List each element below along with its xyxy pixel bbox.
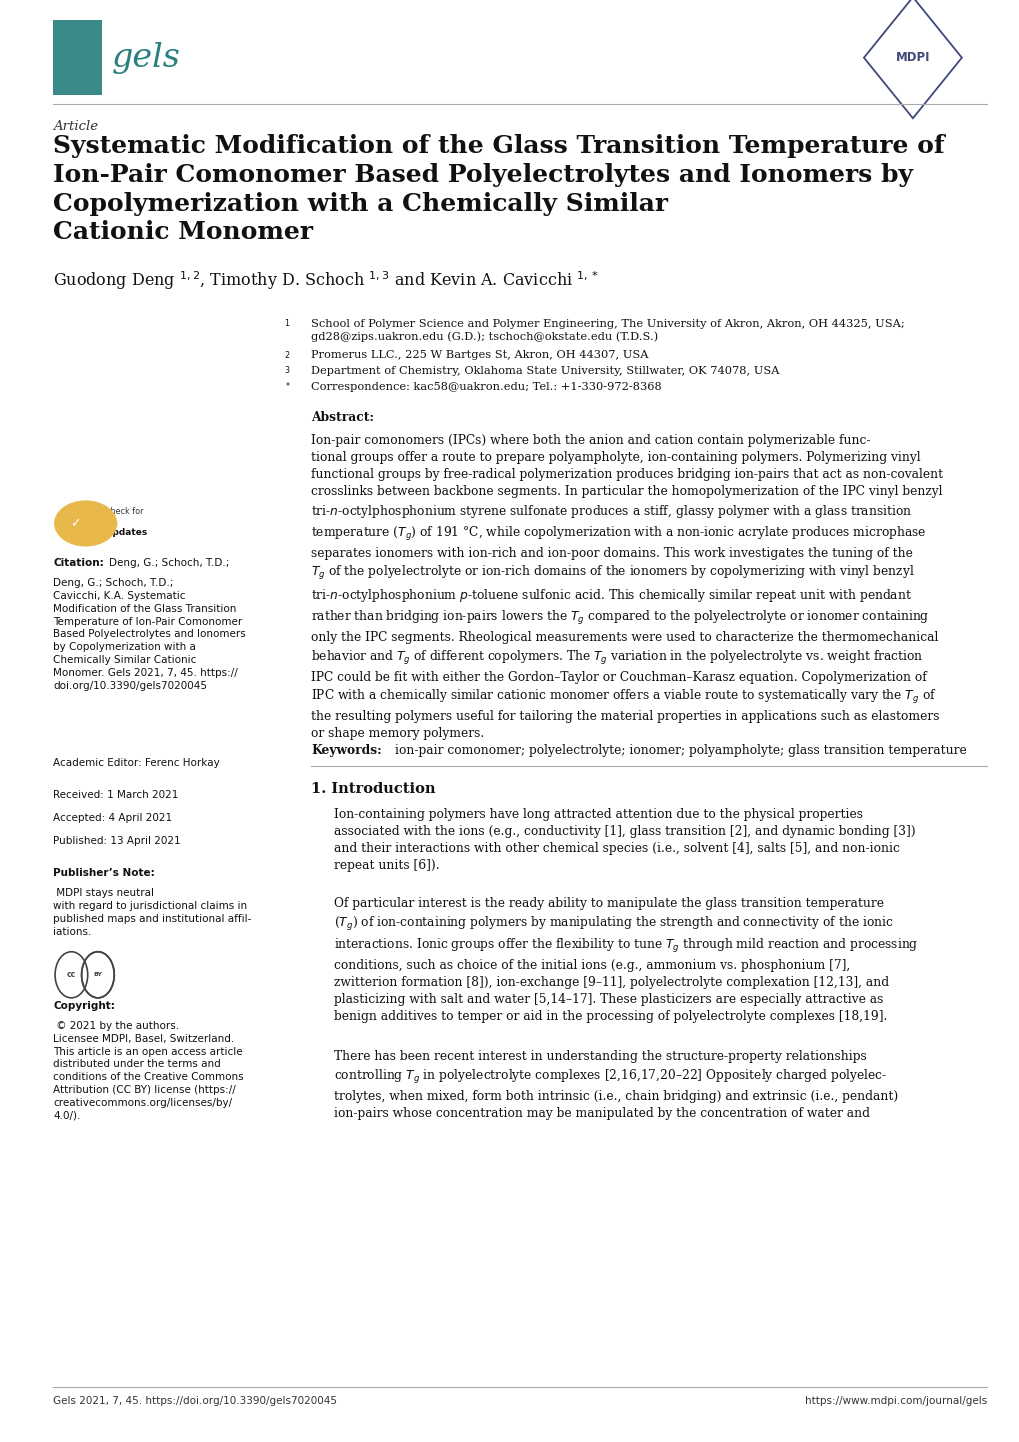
Text: Received: 1 March 2021: Received: 1 March 2021: [53, 790, 178, 800]
Text: $^2$: $^2$: [283, 350, 289, 360]
Text: Gels 2021, 7, 45. https://doi.org/10.3390/gels7020045: Gels 2021, 7, 45. https://doi.org/10.339…: [53, 1396, 336, 1406]
Text: 1. Introduction: 1. Introduction: [311, 782, 435, 796]
Text: Promerus LLC., 225 W Bartges St, Akron, OH 44307, USA: Promerus LLC., 225 W Bartges St, Akron, …: [311, 350, 648, 360]
Text: $^3$: $^3$: [283, 366, 289, 376]
Text: $^*$: $^*$: [283, 382, 290, 392]
Text: Citation:: Citation:: [53, 558, 104, 568]
Text: Article: Article: [53, 120, 98, 133]
Text: Keywords:: Keywords:: [311, 744, 381, 757]
Text: $^1$: $^1$: [283, 319, 289, 329]
Text: check for: check for: [106, 508, 144, 516]
Text: ion-pair comonomer; polyelectrolyte; ionomer; polyampholyte; glass transition te: ion-pair comonomer; polyelectrolyte; ion…: [394, 744, 966, 757]
Text: updates: updates: [106, 528, 147, 536]
Text: Academic Editor: Ferenc Horkay: Academic Editor: Ferenc Horkay: [53, 758, 219, 769]
Ellipse shape: [54, 500, 117, 547]
Text: MDPI: MDPI: [895, 50, 929, 65]
Text: Deng, G.; Schoch, T.D.;: Deng, G.; Schoch, T.D.;: [109, 558, 229, 568]
Text: Accepted: 4 April 2021: Accepted: 4 April 2021: [53, 813, 172, 823]
Text: © 2021 by the authors.
Licensee MDPI, Basel, Switzerland.
This article is an ope: © 2021 by the authors. Licensee MDPI, Ba…: [53, 1021, 244, 1120]
Text: Ion-containing polymers have long attracted attention due to the physical proper: Ion-containing polymers have long attrac…: [333, 808, 914, 871]
Text: Correspondence: kac58@uakron.edu; Tel.: +1-330-972-8368: Correspondence: kac58@uakron.edu; Tel.: …: [311, 382, 661, 392]
Text: Of particular interest is the ready ability to manipulate the glass transition t: Of particular interest is the ready abil…: [333, 897, 917, 1024]
Bar: [53, 20, 102, 95]
Text: Deng, G.; Schoch, T.D.;
Cavicchi, K.A. Systematic
Modification of the Glass Tran: Deng, G.; Schoch, T.D.; Cavicchi, K.A. S…: [53, 578, 246, 691]
Text: Publisher’s Note:: Publisher’s Note:: [53, 868, 155, 878]
Text: Abstract:: Abstract:: [311, 411, 374, 424]
Text: ✓: ✓: [70, 516, 81, 531]
Text: cc: cc: [66, 970, 76, 979]
Text: MDPI stays neutral
with regard to jurisdictional claims in
published maps and in: MDPI stays neutral with regard to jurisd…: [53, 888, 251, 937]
Text: Copyright:: Copyright:: [53, 1001, 115, 1011]
Text: gels: gels: [112, 42, 181, 74]
Text: Systematic Modification of the Glass Transition Temperature of
Ion-Pair Comonome: Systematic Modification of the Glass Tra…: [53, 134, 944, 244]
Text: Department of Chemistry, Oklahoma State University, Stillwater, OK 74078, USA: Department of Chemistry, Oklahoma State …: [311, 366, 779, 376]
Text: School of Polymer Science and Polymer Engineering, The University of Akron, Akro: School of Polymer Science and Polymer En…: [311, 319, 904, 342]
Text: Ion-pair comonomers (IPCs) where both the anion and cation contain polymerizable: Ion-pair comonomers (IPCs) where both th…: [311, 434, 943, 740]
Text: There has been recent interest in understanding the structure-property relations: There has been recent interest in unders…: [333, 1050, 897, 1119]
Text: https://www.mdpi.com/journal/gels: https://www.mdpi.com/journal/gels: [804, 1396, 986, 1406]
Text: Guodong Deng $^{1,2}$, Timothy D. Schoch $^{1,3}$ and Kevin A. Cavicchi $^{1,*}$: Guodong Deng $^{1,2}$, Timothy D. Schoch…: [53, 270, 598, 293]
Text: BY: BY: [94, 972, 102, 978]
Text: Published: 13 April 2021: Published: 13 April 2021: [53, 836, 180, 846]
